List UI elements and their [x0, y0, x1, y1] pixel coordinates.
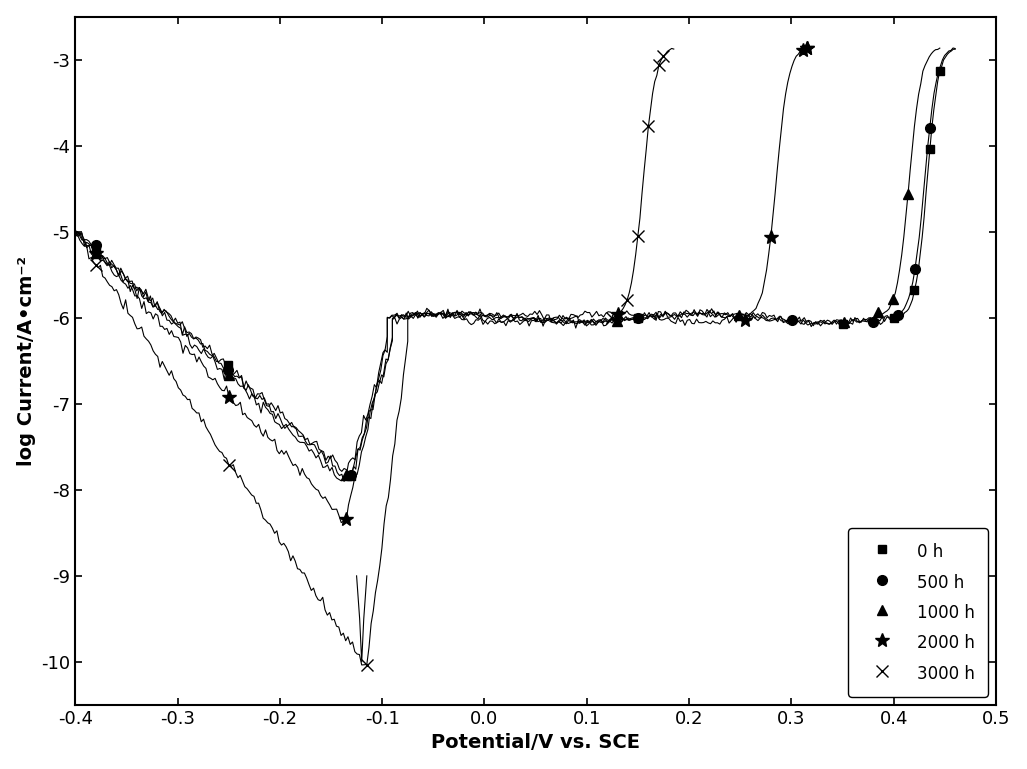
500 h	[786, 316, 798, 325]
1000 h	[89, 248, 102, 258]
Y-axis label: log Current/A•cm⁻²: log Current/A•cm⁻²	[16, 256, 36, 466]
Line: 3000 h: 3000 h	[90, 51, 669, 670]
2000 h	[765, 232, 777, 241]
0 h	[345, 471, 357, 481]
3000 h	[606, 313, 618, 322]
1000 h	[902, 189, 914, 198]
1000 h	[733, 310, 746, 319]
1000 h	[887, 295, 900, 304]
2000 h	[801, 43, 813, 52]
500 h	[222, 365, 234, 375]
Line: 0 h: 0 h	[91, 67, 944, 480]
1000 h	[340, 470, 352, 479]
2000 h	[340, 514, 352, 524]
Line: 500 h: 500 h	[90, 123, 935, 480]
Line: 2000 h: 2000 h	[89, 41, 813, 526]
0 h	[89, 245, 102, 254]
2000 h	[223, 392, 235, 401]
2000 h	[89, 248, 102, 258]
500 h	[909, 265, 921, 274]
1000 h	[872, 308, 884, 317]
2000 h	[611, 309, 623, 318]
0 h	[934, 67, 946, 76]
1000 h	[610, 316, 622, 325]
500 h	[891, 310, 904, 319]
Line: 1000 h: 1000 h	[91, 189, 913, 480]
0 h	[888, 313, 901, 322]
2000 h	[801, 43, 813, 52]
0 h	[222, 360, 234, 369]
3000 h	[223, 461, 235, 470]
3000 h	[657, 52, 670, 61]
3000 h	[360, 660, 373, 669]
3000 h	[632, 231, 644, 241]
0 h	[908, 286, 920, 295]
X-axis label: Potential/V vs. SCE: Potential/V vs. SCE	[431, 734, 640, 752]
500 h	[867, 318, 879, 327]
3000 h	[621, 295, 634, 305]
2000 h	[739, 315, 752, 325]
3000 h	[653, 60, 665, 69]
1000 h	[837, 318, 849, 327]
Legend: 0 h, 500 h, 1000 h, 2000 h, 3000 h: 0 h, 500 h, 1000 h, 2000 h, 3000 h	[848, 528, 988, 697]
0 h	[923, 144, 936, 153]
3000 h	[89, 261, 102, 270]
3000 h	[642, 122, 654, 131]
500 h	[923, 123, 936, 132]
500 h	[89, 241, 102, 250]
2000 h	[796, 45, 808, 54]
0 h	[632, 314, 644, 323]
500 h	[345, 470, 357, 479]
1000 h	[223, 371, 235, 380]
0 h	[837, 319, 849, 328]
500 h	[633, 314, 645, 323]
